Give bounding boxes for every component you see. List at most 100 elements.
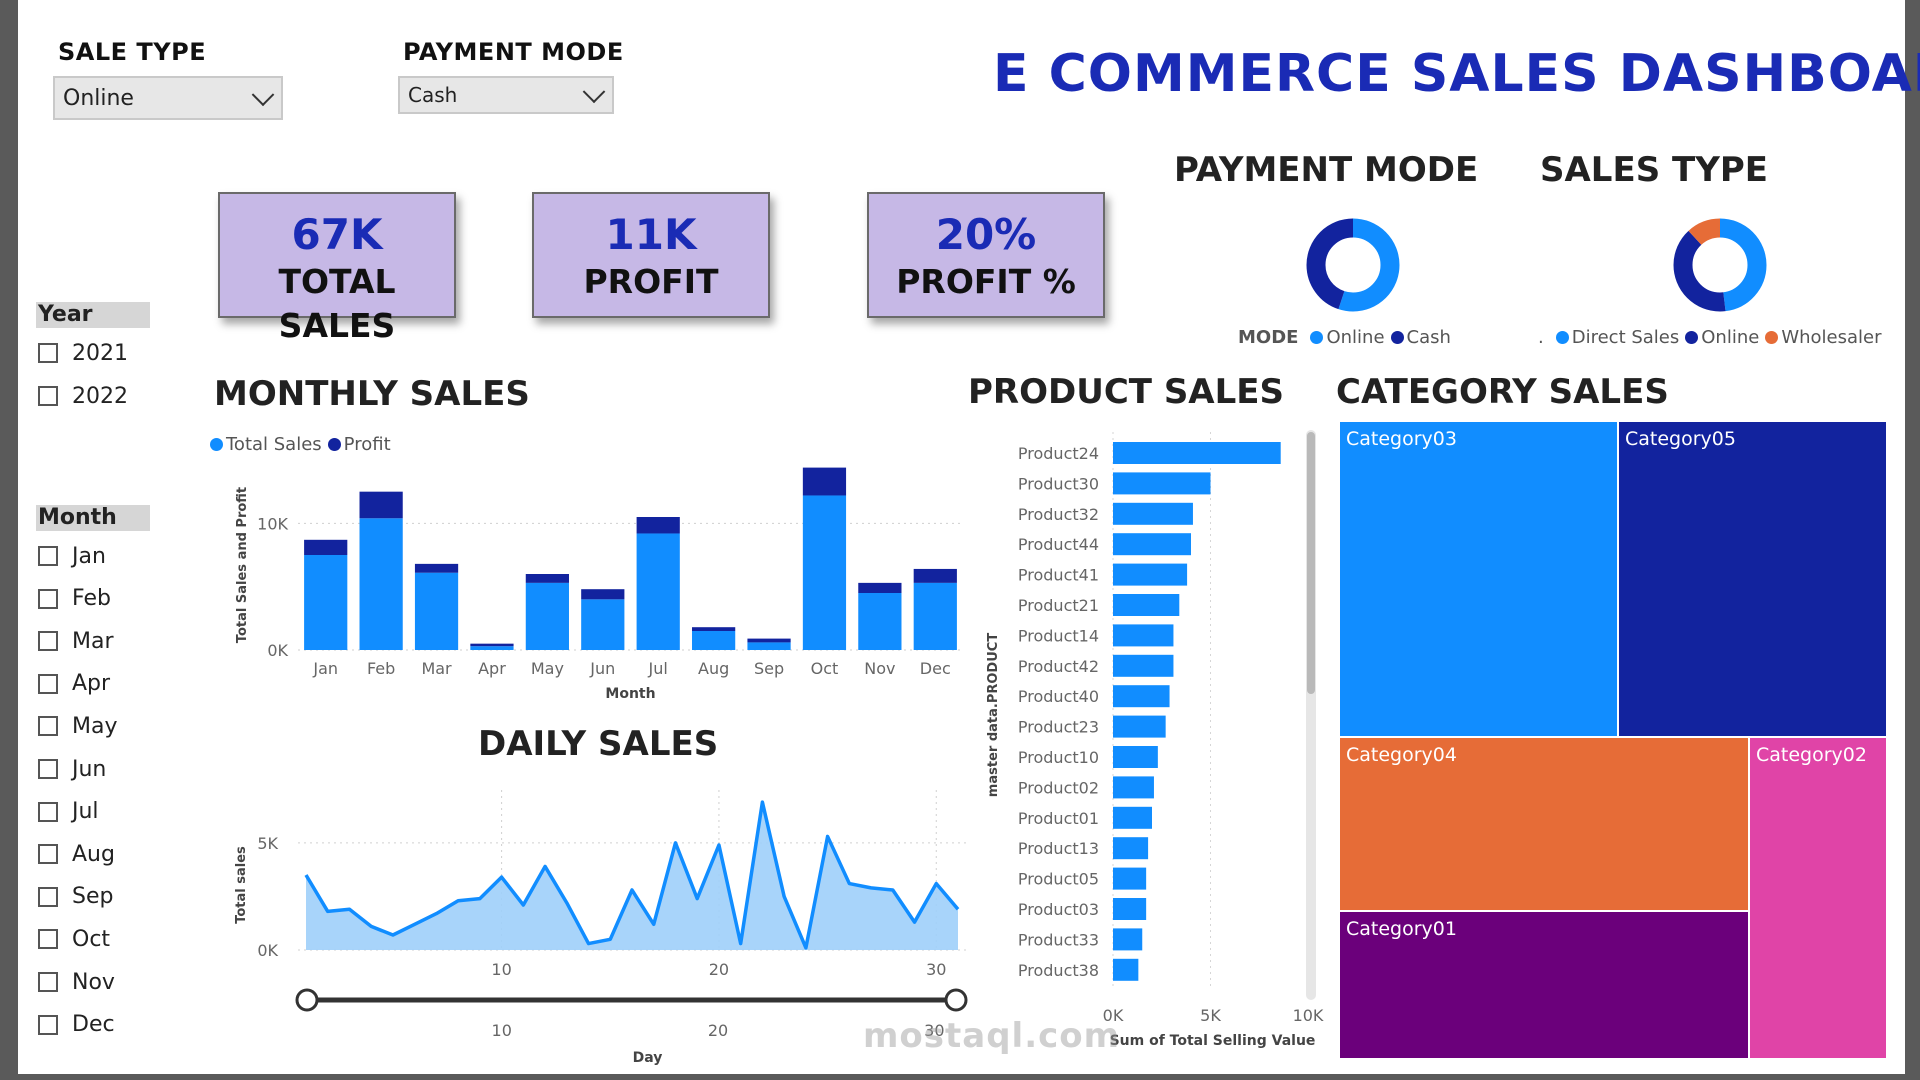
x-tick-label: 5K [1200,1006,1221,1025]
checkbox[interactable] [38,588,58,609]
checkbox[interactable] [38,546,58,566]
year-option[interactable]: 2022 [38,382,128,410]
checkbox[interactable] [38,631,58,652]
bar-profit[interactable] [525,574,569,583]
bar-product33[interactable] [1113,928,1143,951]
bar-total-sales[interactable] [525,582,569,650]
treemap-cell-category02[interactable]: Category02 [1748,736,1888,1060]
category-treemap: Category03 Category05 Category04 Categor… [1338,420,1888,1060]
checkbox[interactable] [38,1014,58,1035]
bar-profit[interactable] [802,467,847,496]
donut-slice-wholesaler[interactable] [1673,218,1767,312]
y-tick-label: Product23 [1018,718,1099,737]
month-option-label: Sep [72,884,114,910]
month-option[interactable]: Oct [38,925,110,953]
bar-product21[interactable] [1113,594,1180,616]
checkbox[interactable] [38,886,58,907]
dashboard-canvas: SALE TYPE Online PAYMENT MODE Cash E COM… [18,0,1920,1074]
checkbox[interactable] [38,716,58,737]
checkbox[interactable] [38,386,58,406]
donut-slice-cash[interactable] [1306,218,1400,312]
bar-product01[interactable] [1113,806,1152,829]
payment-mode-dropdown[interactable]: Cash [398,76,614,114]
bar-total-sales[interactable] [636,533,680,650]
month-option[interactable]: Mar [38,627,114,655]
bar-product38[interactable] [1113,958,1139,981]
month-option[interactable]: May [38,712,117,740]
bar-product14[interactable] [1113,624,1174,647]
checkbox[interactable] [38,929,58,950]
bar-product23[interactable] [1113,715,1166,738]
bar-profit[interactable] [359,491,403,519]
y-tick-label: 0K [267,641,288,660]
bar-total-sales[interactable] [470,646,514,650]
donut-slice-online[interactable] [1673,218,1767,312]
bar-product05[interactable] [1113,867,1147,890]
bar-total-sales[interactable] [414,572,459,650]
bar-total-sales[interactable] [304,555,348,650]
month-option[interactable]: Apr [38,670,110,698]
bar-profit[interactable] [581,589,625,600]
product-scrollbar-track[interactable] [1306,430,1316,1000]
bar-profit[interactable] [304,539,348,555]
legend-title: MODE [1238,327,1299,348]
y-tick-label: Product40 [1018,687,1099,706]
bar-profit[interactable] [470,643,514,647]
bar-total-sales[interactable] [913,582,957,650]
checkbox[interactable] [38,844,58,865]
checkbox[interactable] [38,801,58,822]
checkbox[interactable] [38,343,58,363]
bar-profit[interactable] [414,563,459,573]
bar-profit[interactable] [692,627,736,631]
chevron-down-icon [251,83,275,107]
month-option[interactable]: Aug [38,840,115,868]
bar-total-sales[interactable] [581,599,625,650]
checkbox[interactable] [38,673,58,694]
month-option[interactable]: Jan [38,542,106,570]
bar-profit[interactable] [913,568,957,583]
bar-product44[interactable] [1113,533,1191,556]
checkbox[interactable] [38,972,58,992]
month-option[interactable]: Dec [38,1011,115,1039]
month-option[interactable]: Feb [38,585,111,613]
month-option-label: May [72,713,118,739]
treemap-cell-category05[interactable]: Category05 [1617,420,1888,738]
product-sales-title: PRODUCT SALES [968,372,1284,412]
checkbox[interactable] [38,759,58,779]
bar-total-sales[interactable] [692,631,736,650]
bar-profit[interactable] [747,638,791,643]
month-option[interactable]: Nov [38,968,115,996]
bar-product03[interactable] [1113,898,1147,920]
bar-total-sales[interactable] [858,593,902,650]
bar-total-sales[interactable] [359,518,403,650]
bar-product42[interactable] [1113,654,1174,677]
treemap-cell-category03[interactable]: Category03 [1338,420,1619,738]
year-option[interactable]: 2021 [38,339,128,367]
treemap-cell-category04[interactable]: Category04 [1338,736,1750,912]
bar-product13[interactable] [1113,837,1149,860]
month-option[interactable]: Jun [38,755,106,783]
bar-total-sales[interactable] [747,642,791,650]
bar-product10[interactable] [1113,746,1158,768]
bar-profit[interactable] [636,517,680,534]
bar-product32[interactable] [1113,502,1193,525]
bar-product02[interactable] [1113,776,1154,799]
bar-total-sales[interactable] [802,495,847,650]
day-slider-handle-start[interactable] [295,988,319,1012]
x-axis-label: Sum of Total Selling Value [1110,1033,1316,1049]
product-scrollbar-thumb[interactable] [1307,432,1315,694]
month-option-label: Jul [72,799,99,825]
bar-product40[interactable] [1113,685,1170,708]
bar-product30[interactable] [1113,472,1211,495]
x-tick-label: May [531,659,564,678]
legend-swatch [1765,331,1779,344]
bar-product41[interactable] [1113,563,1188,586]
bar-product24[interactable] [1113,442,1281,464]
daily-sales-line[interactable] [304,800,960,950]
treemap-cell-category01[interactable]: Category01 [1338,910,1750,1060]
day-slider-handle-end[interactable] [944,988,968,1012]
sale-type-dropdown[interactable]: Online [53,76,283,120]
month-option[interactable]: Sep [38,883,113,911]
bar-profit[interactable] [858,582,902,593]
month-option[interactable]: Jul [38,798,99,826]
